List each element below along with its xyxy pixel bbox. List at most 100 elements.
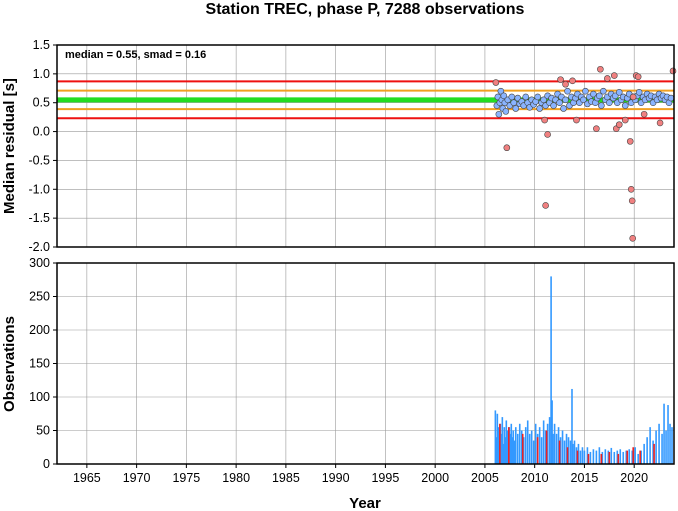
observation-bar — [592, 449, 595, 464]
residual-point — [621, 102, 629, 109]
observation-bar — [579, 450, 582, 464]
observations-y-tick-label: 300 — [29, 256, 50, 270]
residual-plot-area — [57, 45, 674, 247]
observation-bar — [546, 423, 549, 464]
residual-point — [615, 89, 623, 96]
residual-y-tick-label: 0.0 — [33, 125, 50, 139]
observation-bar — [631, 450, 634, 464]
residual-point — [582, 87, 589, 95]
residual-point — [500, 92, 508, 100]
residual-y-tick-label: 1.5 — [33, 38, 50, 52]
year-x-tick-label: 2020 — [620, 471, 648, 485]
observation-bar — [595, 450, 598, 464]
residual-point — [596, 92, 603, 100]
residual-plot-frame — [56, 44, 675, 248]
observation-bar — [502, 443, 505, 464]
observation-bar — [558, 440, 561, 464]
observation-bar — [545, 430, 548, 464]
observation-bar — [576, 450, 579, 464]
observation-bar — [528, 433, 531, 464]
observation-bar — [508, 427, 510, 464]
residual-point — [573, 116, 580, 124]
observation-bar — [661, 433, 663, 464]
residual-point — [604, 75, 611, 82]
residual-point — [492, 79, 500, 86]
residual-point — [597, 65, 604, 73]
residual-point — [544, 131, 551, 138]
residual-point — [593, 125, 600, 132]
observation-bar — [509, 433, 512, 464]
year-x-tick-label: 1980 — [222, 471, 250, 485]
residual-point — [562, 80, 569, 88]
residual-point — [640, 110, 648, 118]
observation-bar — [565, 433, 568, 464]
observation-bar — [640, 450, 642, 464]
observation-bar — [551, 400, 553, 464]
residual-point — [508, 93, 516, 101]
residual-y-tick-label: -1.5 — [28, 211, 50, 225]
observation-bar — [542, 420, 545, 464]
observation-bar — [601, 451, 604, 464]
residual-point — [541, 116, 548, 124]
observation-bar — [655, 430, 657, 464]
observation-bar — [667, 405, 669, 464]
year-x-tick-label: 2000 — [421, 471, 449, 485]
observation-bar — [561, 430, 564, 464]
observation-bar — [616, 450, 619, 464]
observation-bar — [550, 276, 552, 464]
observation-bar — [652, 440, 654, 464]
residual-point — [495, 110, 503, 118]
residual-point — [626, 138, 634, 145]
observation-bar — [571, 388, 573, 464]
observation-bar — [522, 437, 525, 464]
observation-bar — [494, 410, 497, 464]
year-x-tick-label: 2005 — [471, 471, 499, 485]
observation-bar — [557, 427, 560, 464]
residual-point — [562, 96, 569, 104]
residual-point — [522, 93, 530, 101]
observation-bar — [510, 423, 513, 464]
observation-bar — [671, 427, 673, 464]
residual-point — [512, 105, 520, 112]
observation-bar — [501, 417, 504, 464]
observation-bar — [526, 420, 529, 464]
observation-bar — [530, 430, 533, 464]
observation-bar — [619, 449, 622, 464]
observation-bar — [563, 440, 566, 464]
observation-bar — [524, 427, 527, 464]
observation-bar — [532, 440, 535, 464]
residual-point — [560, 105, 567, 112]
observation-bar — [572, 443, 574, 464]
residual-points — [492, 65, 677, 242]
observation-bar — [625, 450, 628, 464]
observation-bar — [540, 437, 543, 464]
observation-bar — [583, 450, 586, 464]
observation-bar — [587, 453, 590, 464]
observation-bar — [577, 443, 580, 464]
observation-bar — [581, 447, 584, 464]
observation-bar — [516, 433, 519, 464]
residual-y-tick-label: -2.0 — [28, 240, 50, 254]
observation-bar — [628, 449, 631, 464]
year-x-tick-label: 2010 — [521, 471, 549, 485]
residual-point — [628, 197, 636, 205]
residual-point — [634, 73, 642, 81]
residual-point — [621, 116, 629, 124]
observation-bar — [573, 440, 576, 464]
observation-bar — [669, 423, 671, 464]
observation-bar — [610, 447, 613, 464]
residual-point — [629, 235, 637, 242]
observation-bar — [534, 423, 537, 464]
observation-bar — [511, 437, 514, 464]
observation-bar — [536, 437, 539, 464]
residual-point — [542, 202, 549, 209]
observation-bar — [658, 423, 660, 464]
observation-bar — [505, 420, 508, 464]
residual-y-tick-label: 1.0 — [33, 67, 50, 81]
observation-bar — [503, 427, 506, 464]
residual-point — [610, 72, 618, 79]
observation-bar — [566, 447, 569, 464]
observation-bar — [504, 437, 507, 464]
observation-bar — [663, 403, 665, 464]
residual-point — [669, 67, 677, 75]
